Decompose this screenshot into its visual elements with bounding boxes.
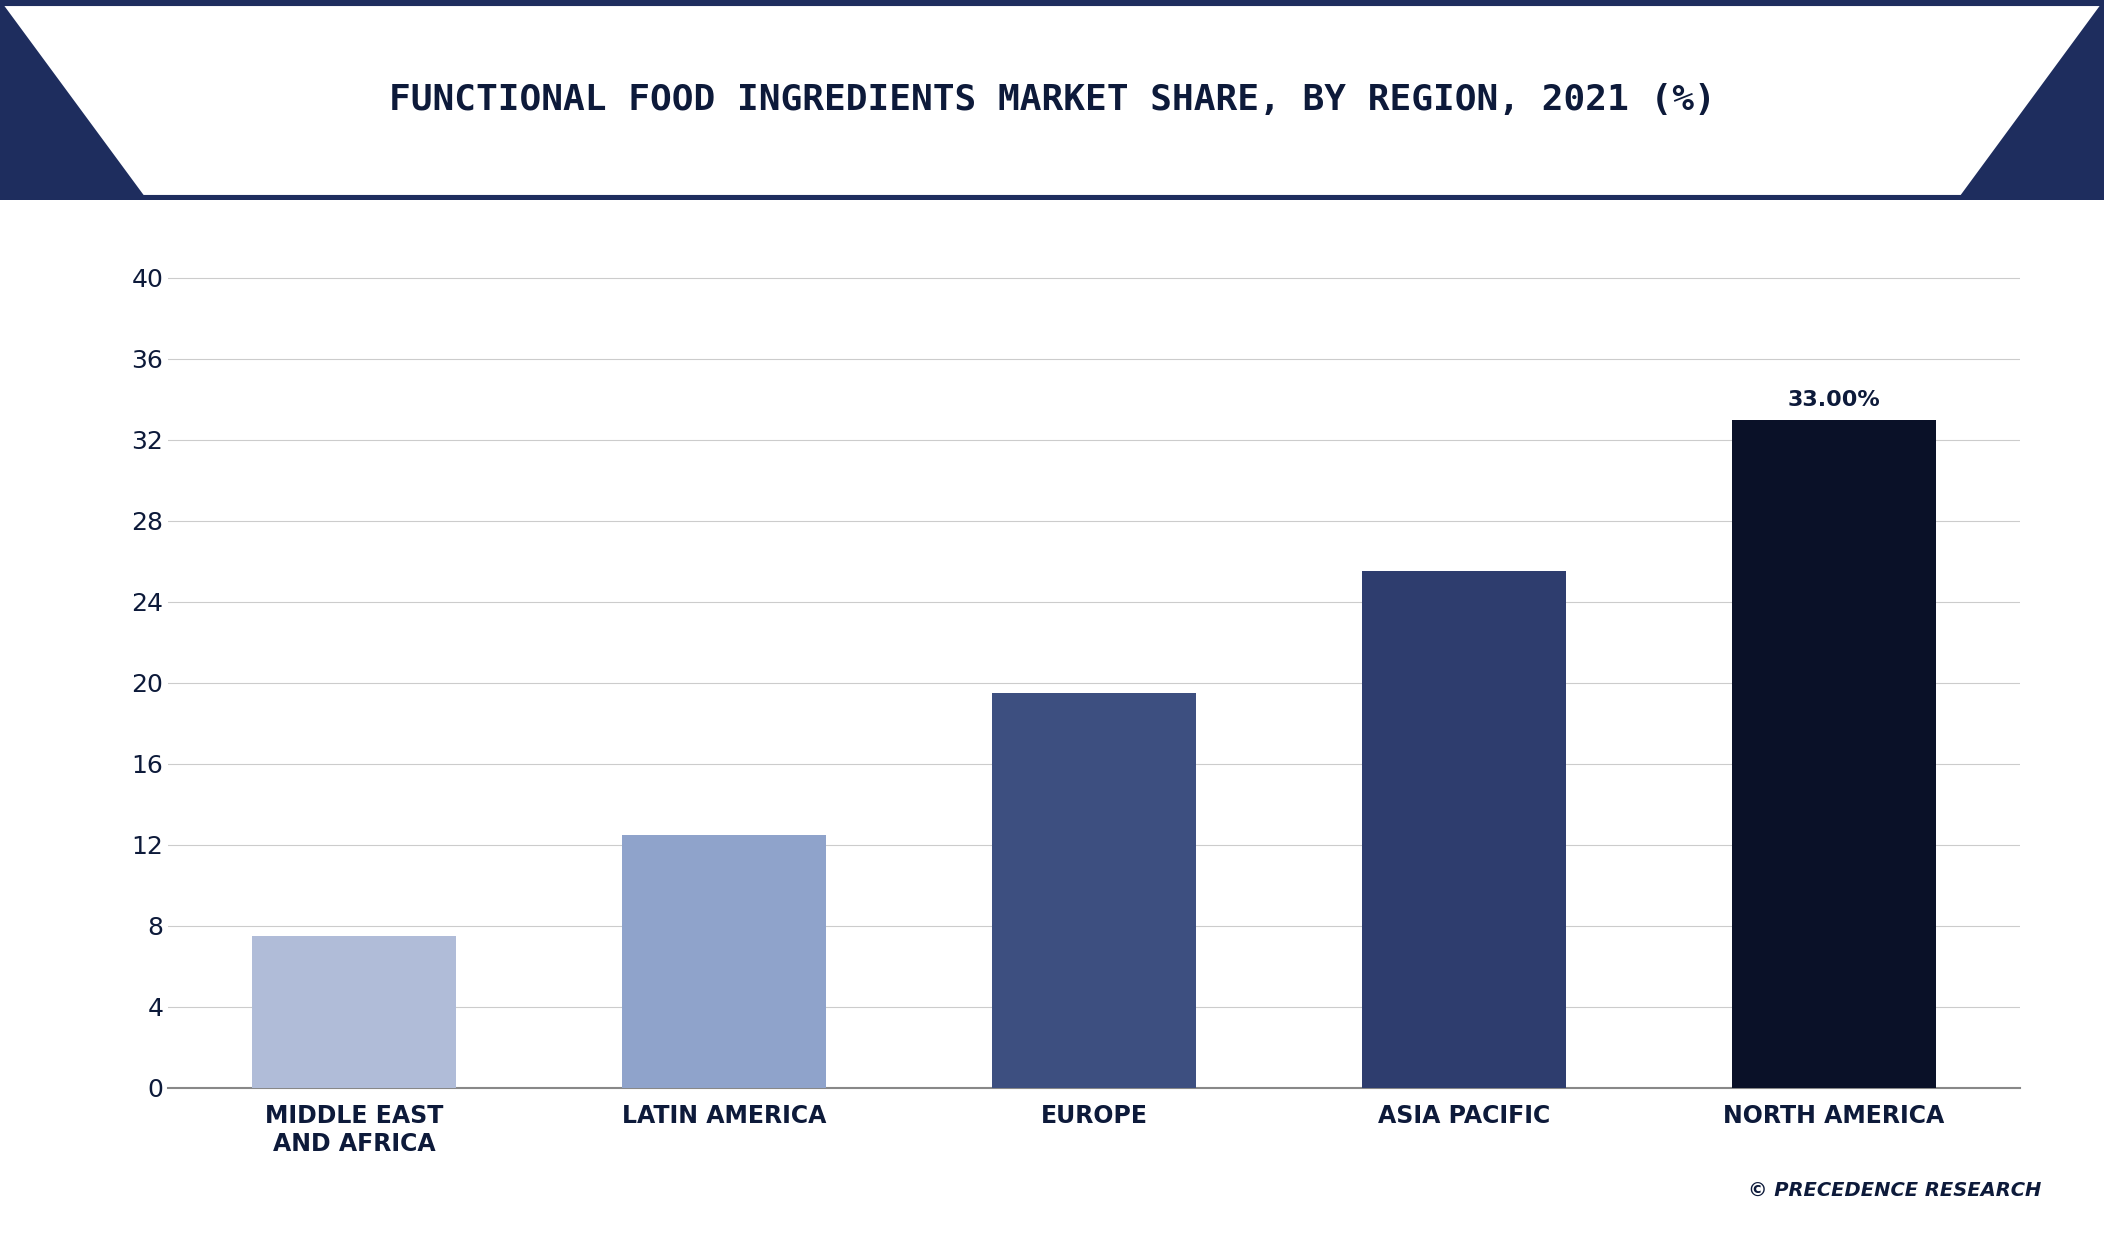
Text: 33.00%: 33.00% [1788,390,1881,410]
Bar [623,835,827,1088]
Text: © PRECEDENCE RESEARCH: © PRECEDENCE RESEARCH [1748,1181,2041,1200]
Bar [1361,571,1565,1088]
Bar [993,693,1195,1088]
Bar [1732,420,1936,1088]
Text: FUNCTIONAL FOOD INGREDIENTS MARKET SHARE, BY REGION, 2021 (%): FUNCTIONAL FOOD INGREDIENTS MARKET SHARE… [389,82,1715,118]
Bar [252,936,457,1088]
